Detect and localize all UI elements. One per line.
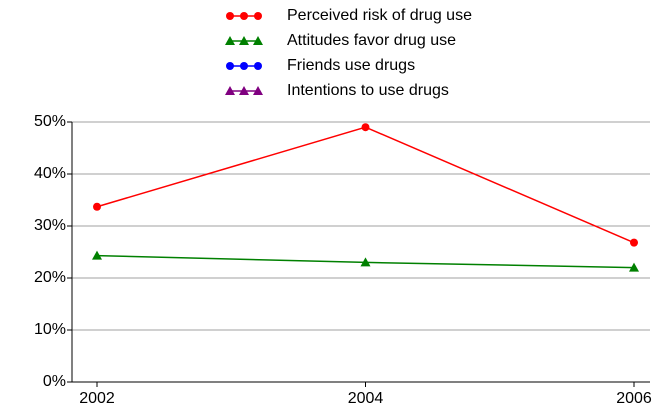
legend-label: Attitudes favor drug use (287, 32, 456, 49)
y-tick-label: 10% (34, 321, 66, 338)
legend-marker (226, 12, 234, 20)
legend-label: Intentions to use drugs (287, 82, 449, 99)
x-tick-label: 2002 (79, 390, 115, 407)
y-tick-label: 30% (34, 217, 66, 234)
point (93, 202, 101, 211)
legend-marker (239, 36, 249, 45)
y-tick-label: 40% (34, 165, 66, 182)
legend-marker (226, 62, 234, 70)
point (361, 123, 370, 132)
legend-label: Friends use drugs (287, 57, 415, 74)
point (92, 250, 102, 260)
legend-marker (254, 12, 262, 20)
point (629, 262, 639, 272)
legend-marker (253, 36, 263, 45)
legend-marker (225, 36, 235, 45)
legend-marker (253, 86, 263, 95)
y-tick-label: 20% (34, 269, 66, 286)
legend-marker (240, 62, 248, 70)
legend-marker (254, 62, 262, 70)
series-line (96, 126, 635, 244)
point (630, 238, 638, 247)
legend-label: Perceived risk of drug use (287, 7, 472, 24)
point (360, 257, 371, 267)
y-tick-label: 0% (43, 373, 66, 390)
y-tick-label: 50% (34, 113, 66, 130)
x-tick-label: 2006 (616, 390, 652, 407)
legend-marker (240, 12, 248, 20)
legend-marker (225, 86, 235, 95)
legend-marker (239, 86, 249, 95)
x-tick-label: 2004 (348, 390, 384, 407)
